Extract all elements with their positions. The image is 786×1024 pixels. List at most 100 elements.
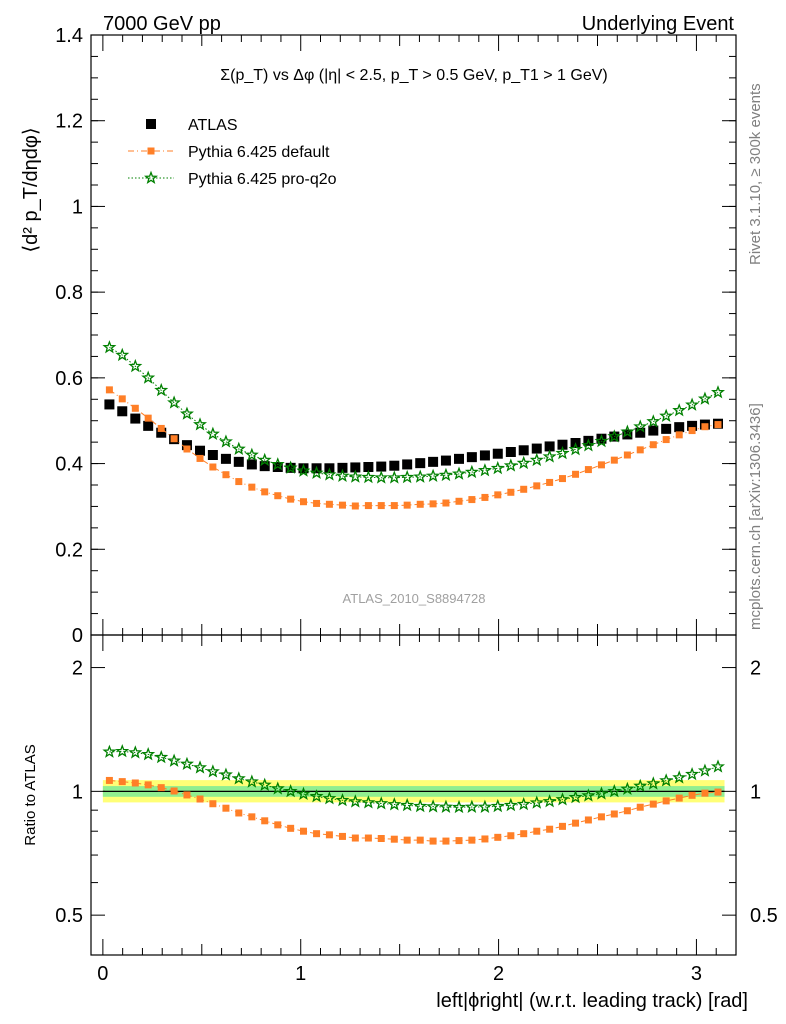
atlas-point [350, 462, 361, 473]
pythia-6-425-pro-q2o-point [244, 447, 259, 461]
atlas-point [195, 445, 206, 456]
pythia-6-425-pro-q2o-ratio-point [231, 771, 246, 785]
ratio-y-tick-label: 2 [72, 658, 83, 680]
atlas-point [454, 453, 465, 464]
analysis-watermark: ATLAS_2010_S8894728 [343, 591, 486, 606]
y-tick-label: 1 [72, 196, 83, 218]
atlas-point [415, 458, 426, 469]
legend-marker-pythia-6-425-default [147, 147, 155, 155]
ratio-y-tick-label-right: 1 [750, 781, 761, 803]
pythia-6-425-default-point [183, 445, 191, 453]
atlas-point [156, 427, 167, 438]
pythia-6-425-pro-q2o-point [529, 452, 544, 467]
y-tick-label: 0.8 [55, 282, 83, 304]
pythia-6-425-default-point [623, 451, 631, 459]
x-tick-label: 2 [493, 963, 504, 985]
x-tick-label: 3 [691, 963, 702, 985]
pythia-6-425-default-point [209, 463, 217, 471]
pythia-6-425-pro-q2o-ratio-point [154, 749, 169, 764]
pythia-6-425-pro-q2o-ratio-point [581, 788, 596, 802]
pythia-6-425-default-point [403, 501, 411, 509]
ratio-plot-marks [102, 744, 725, 845]
pythia-6-425-default-point [248, 483, 256, 491]
pythia-6-425-default-point [351, 502, 359, 510]
pythia-6-425-default-ratio-point [701, 789, 709, 797]
pythia-6-425-pro-q2o-ratio-point [426, 799, 441, 813]
pythia-6-425-pro-q2o-ratio-point [400, 797, 415, 812]
pythia-6-425-default-ratio-point [377, 834, 385, 842]
pythia-6-425-default-point [274, 492, 282, 500]
atlas-point [259, 461, 270, 472]
pythia-6-425-default-ratio-point [248, 813, 256, 821]
atlas-point [674, 422, 685, 433]
pythia-6-425-pro-q2o-point [218, 434, 233, 448]
pythia-6-425-pro-q2o-point [167, 395, 182, 409]
pythia-6-425-pro-q2o-point [115, 347, 130, 362]
pythia-6-425-pro-q2o-ratio-point [620, 781, 635, 796]
atlas-point [104, 399, 115, 410]
pythia-6-425-pro-q2o-point [361, 469, 376, 484]
pythia-6-425-pro-q2o-ratio-point [516, 796, 531, 811]
pythia-6-425-default-point [520, 485, 528, 493]
pythia-6-425-pro-q2o-point [179, 406, 194, 420]
ratio-y-tick-label-right: 0.5 [750, 905, 778, 927]
pythia-6-425-default-ratio-point [338, 832, 346, 840]
atlas-point [531, 443, 542, 454]
pythia-6-425-pro-q2o-point [413, 469, 428, 483]
pythia-6-425-pro-q2o-point [646, 414, 661, 428]
pythia-6-425-default-ratio-point [131, 779, 139, 787]
pythia-6-425-pro-q2o-ratio-point [361, 795, 376, 809]
pythia-6-425-pro-q2o-point [490, 460, 505, 475]
pythia-6-425-default-point [714, 421, 722, 429]
pythia-6-425-default-ratio-point [144, 781, 152, 789]
pythia-6-425-default-point [170, 435, 178, 443]
pythia-6-425-pro-q2o-ratio-point [283, 783, 298, 798]
pythia-6-425-pro-q2o-ratio-point [322, 791, 337, 805]
y-tick-label: 1.2 [55, 111, 83, 133]
atlas-point [440, 455, 451, 466]
pythia-6-425-pro-q2o-ratio-point [503, 797, 518, 812]
legend: ATLAS Pythia 6.425 default Pythia 6.425 pr… [128, 117, 337, 188]
pythia-6-425-pro-q2o-ratio-point [218, 767, 233, 781]
pythia-6-425-pro-q2o-ratio-point [179, 756, 194, 771]
atlas-point [466, 452, 477, 463]
pythia-6-425-default-point [597, 461, 605, 469]
pythia-6-425-default-ratio-point [429, 837, 437, 845]
ratio-plot-panel: 0.5 0.5 1 1 2 2 0 1 2 3 Ratio to ATLAS left|ϕrigh… [22, 634, 778, 1012]
pythia-6-425-default-point [261, 488, 269, 496]
legend-label-atlas: ATLAS [188, 117, 238, 134]
pythia-6-425-default-point [325, 500, 333, 508]
atlas-point [117, 406, 128, 417]
pythia-6-425-default-ratio-point [416, 836, 424, 844]
legend-label-pythia-6-425-default: Pythia 6.425 default [188, 144, 330, 161]
pythia-6-425-pro-q2o-ratio-point [244, 774, 259, 788]
mcplots-label: mcplots.cern.ch [arXiv:1306.3436] [747, 403, 764, 630]
atlas-point [298, 463, 309, 474]
ratio-plot-axes: 0.5 0.5 1 1 2 2 0 1 2 3 [55, 635, 778, 985]
atlas-point [233, 456, 244, 467]
pythia-6-425-pro-q2o-ratio-point [490, 798, 505, 813]
pythia-6-425-default-ratio-point [520, 830, 528, 838]
pythia-6-425-default-ratio-point [546, 825, 554, 833]
pythia-6-425-default-ratio-point [610, 810, 618, 818]
atlas-point [492, 448, 503, 459]
pythia-6-425-pro-q2o-ratio-point [374, 796, 389, 810]
pythia-6-425-pro-q2o-ratio-point [464, 799, 479, 813]
atlas-point [544, 441, 555, 452]
pythia-6-425-default-point [429, 500, 437, 508]
pythia-6-425-pro-q2o-point [464, 464, 479, 479]
pythia-6-425-pro-q2o-ratio-point [710, 759, 725, 773]
pythia-6-425-default-ratio-point [390, 835, 398, 843]
y-tick-label: 1.4 [55, 25, 83, 47]
pythia-6-425-pro-q2o-point [102, 340, 117, 354]
rivet-label: Rivet 3.1.10, ≥ 300k events [747, 83, 764, 265]
pythia-6-425-pro-q2o-point [438, 467, 453, 482]
pythia-6-425-pro-q2o-point [387, 470, 402, 484]
pythia-6-425-default-ratio-point [235, 809, 243, 817]
pythia-6-425-default-ratio-point [196, 795, 204, 803]
pythia-6-425-pro-q2o-ratio-point [438, 799, 453, 813]
atlas-point [337, 462, 348, 473]
pythia-6-425-pro-q2o-point [322, 467, 337, 481]
pythia-6-425-pro-q2o-point [141, 370, 156, 384]
pythia-6-425-pro-q2o-ratio-point [387, 797, 402, 811]
